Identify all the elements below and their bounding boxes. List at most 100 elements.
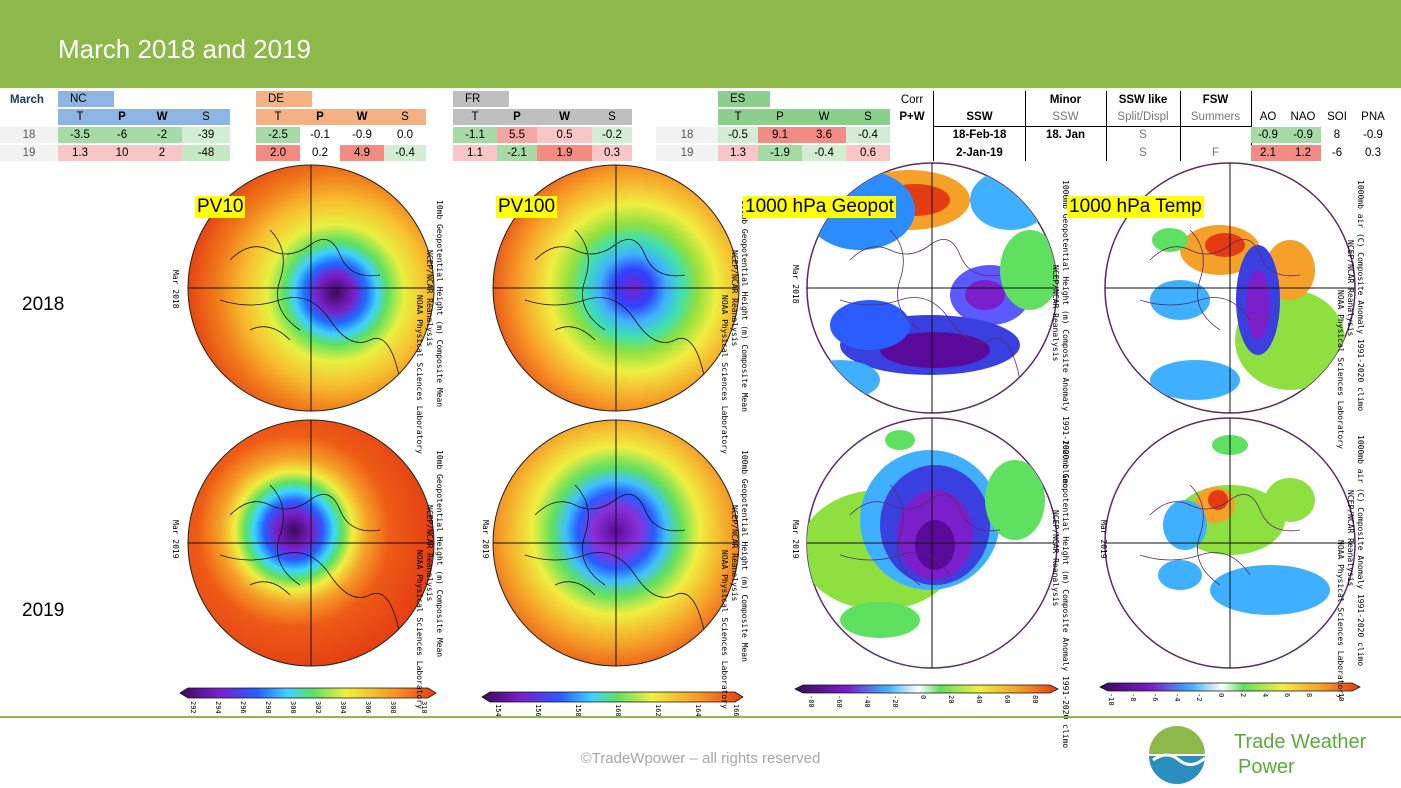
tick-label: 60 (1003, 695, 1011, 704)
col-header: S (846, 109, 890, 125)
ssw-like-subheader: Split/Displ (1117, 111, 1169, 123)
map-caption: 10mb Geopotential Height (m) Composite M… (435, 200, 444, 408)
tick-label: 20 (947, 695, 955, 704)
index-header: AO (1259, 111, 1277, 123)
tick-label: -20 (891, 695, 899, 708)
minor-date: 18. Jan (1046, 129, 1085, 141)
year-label-2019: 2019 (22, 600, 65, 621)
year-cell: 18 (656, 127, 718, 143)
map-caption: 100mb Geopotential Height (m) Composite … (740, 450, 749, 662)
cell: 1.1 (453, 145, 497, 161)
tick-label: 296 (239, 701, 247, 714)
cell: 0.2 (312, 147, 328, 159)
tick-label: 298 (264, 701, 272, 714)
year-cell: 18 (0, 127, 58, 143)
index-header: SOI (1327, 111, 1347, 123)
year-cell: 19 (0, 145, 58, 161)
map-date: Mar 2018 (791, 265, 800, 304)
region-fr: FR (453, 91, 509, 107)
map-geopot-2019 (806, 417, 1058, 669)
cell: 2.1 (1251, 145, 1285, 161)
colorbar-pv100 (481, 691, 744, 703)
col-header: S (592, 109, 632, 125)
map-lab: NOAA Physical Sciences Laboratory (1336, 540, 1345, 699)
map-pv10-2018 (187, 164, 435, 412)
index-header: PNA (1361, 111, 1385, 123)
ssw-date: 2-Jan-19 (956, 147, 1003, 159)
map-lab: NOAA Physical Sciences Laboratory (415, 550, 424, 709)
index-header: NAO (1290, 111, 1316, 123)
ssw-date: 18-Feb-18 (952, 129, 1007, 141)
tick-label: 0 (919, 695, 927, 700)
cell: -3.5 (58, 127, 102, 143)
tick-label: -80 (807, 695, 815, 708)
tick-label: -60 (835, 695, 843, 708)
tick-label: 304 (339, 701, 347, 714)
cell: 0.0 (397, 129, 413, 141)
cell: -2.5 (256, 127, 300, 143)
map-date: Mar 2019 (171, 520, 180, 559)
col-header: S (182, 109, 230, 125)
col-header: P (758, 109, 802, 125)
stats-table: March NC T P W S 18 19 -3.5 -6 -2 -39 1.… (0, 91, 1401, 163)
logo-line-2: Power (1238, 756, 1295, 778)
fsw-subheader: Summers (1190, 111, 1241, 123)
cell: 0.5 (537, 127, 592, 143)
map-caption: 10mb Geopotential Height (m) Composite M… (435, 450, 444, 658)
cell: -2 (142, 127, 182, 143)
tick-label: 40 (975, 695, 983, 704)
map-lab: NOAA Physical Sciences Laboratory (415, 295, 424, 454)
minor-subheader: SSW (1052, 111, 1079, 123)
cell: 5.5 (497, 127, 537, 143)
tick-label: 8 (1305, 693, 1313, 698)
panel-label-pv100: PV100 (496, 196, 558, 218)
cell: -39 (182, 127, 230, 143)
map-source: NCEP/NCAR Reanalysis (1346, 490, 1355, 587)
panel-label-geopot: 1000 hPa Geopot (743, 196, 896, 218)
cell: 1.9 (537, 145, 592, 161)
tick-label: 292 (189, 701, 197, 714)
tick-label: -8 (1129, 693, 1137, 702)
tick-label: 2 (1239, 693, 1247, 698)
map-temp-2019 (1104, 417, 1356, 669)
tick-label: 294 (214, 701, 222, 714)
maps-svg (179, 162, 1361, 703)
pw-label: P+W (899, 111, 925, 123)
tick-label: 302 (314, 701, 322, 714)
map-source: NCEP/NCAR Reanalysis (1051, 265, 1060, 362)
footer-divider (0, 716, 1401, 718)
region-de: DE (256, 91, 312, 107)
ssw-like-value: S (1139, 129, 1147, 141)
col-header: P (497, 109, 537, 125)
col-header: T (453, 109, 497, 125)
map-source: NCEP/NCAR Reanalysis (1051, 510, 1060, 607)
tick-label: 162 (654, 704, 662, 717)
col-header: T (256, 109, 300, 125)
cell: 1.2 (1285, 145, 1321, 161)
ssw-like-value: S (1139, 147, 1147, 159)
map-source: NCEP/NCAR Reanalysis (730, 250, 739, 347)
ssw-header: SSW (966, 111, 993, 123)
tick-label: 6 (1283, 693, 1291, 698)
ssw-block: SSW Minor SSW SSW like Split/Displ FSW S… (933, 91, 1252, 161)
map-date: Mar 2019 (481, 520, 490, 559)
col-header: T (58, 109, 102, 125)
cell: 0.6 (846, 145, 890, 161)
year-cell: 19 (656, 145, 718, 161)
title-bar: March 2018 and 2019 (0, 0, 1401, 88)
cell: -0.1 (310, 129, 330, 141)
cell: -6 (1331, 147, 1343, 159)
col-header: P (300, 109, 340, 125)
tick-label: 166 (732, 704, 740, 717)
region-es: ES (718, 91, 770, 107)
cell: 9.1 (758, 127, 802, 143)
map-lab: NOAA Physical Sciences Laboratory (720, 550, 729, 709)
map-lab: NOAA Physical Sciences Laboratory (720, 295, 729, 454)
cell: -0.9 (1363, 129, 1383, 141)
cell: -6 (102, 127, 142, 143)
tick-label: 300 (289, 701, 297, 714)
cell: -1.1 (453, 127, 497, 143)
cell: 1.3 (718, 145, 758, 161)
cell: -0.9 (352, 129, 372, 141)
tick-label: 306 (364, 701, 372, 714)
